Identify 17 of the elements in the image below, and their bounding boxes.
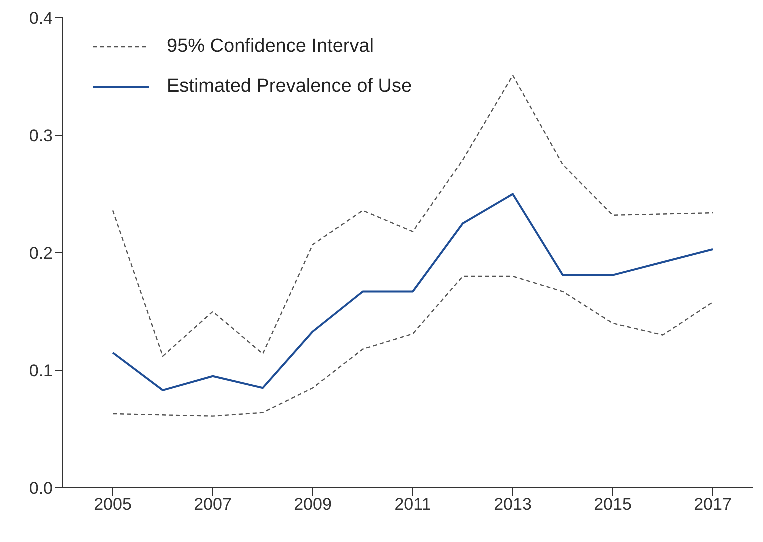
x-tick-label: 2017 <box>694 495 732 514</box>
legend-label: 95% Confidence Interval <box>167 36 374 58</box>
line-series <box>112 74 714 357</box>
y-tick-label: 0.4 <box>29 9 53 28</box>
line-series <box>112 276 714 417</box>
y-tick-label: 0.0 <box>29 479 53 498</box>
x-tick-label: 2005 <box>94 495 132 514</box>
x-tick-label: 2009 <box>294 495 332 514</box>
y-tick-label: 0.3 <box>29 126 53 146</box>
x-tick-label: 2011 <box>394 495 432 514</box>
y-tick-label: 0.1 <box>29 362 53 381</box>
legend-label: Estimated Prevalence of Use <box>167 76 412 98</box>
x-tick-label: 2013 <box>494 495 532 514</box>
x-tick-label: 2007 <box>194 495 232 514</box>
line-series <box>112 193 714 392</box>
x-tick-label: 2015 <box>594 495 632 514</box>
y-tick-label: 0.2 <box>29 244 53 264</box>
